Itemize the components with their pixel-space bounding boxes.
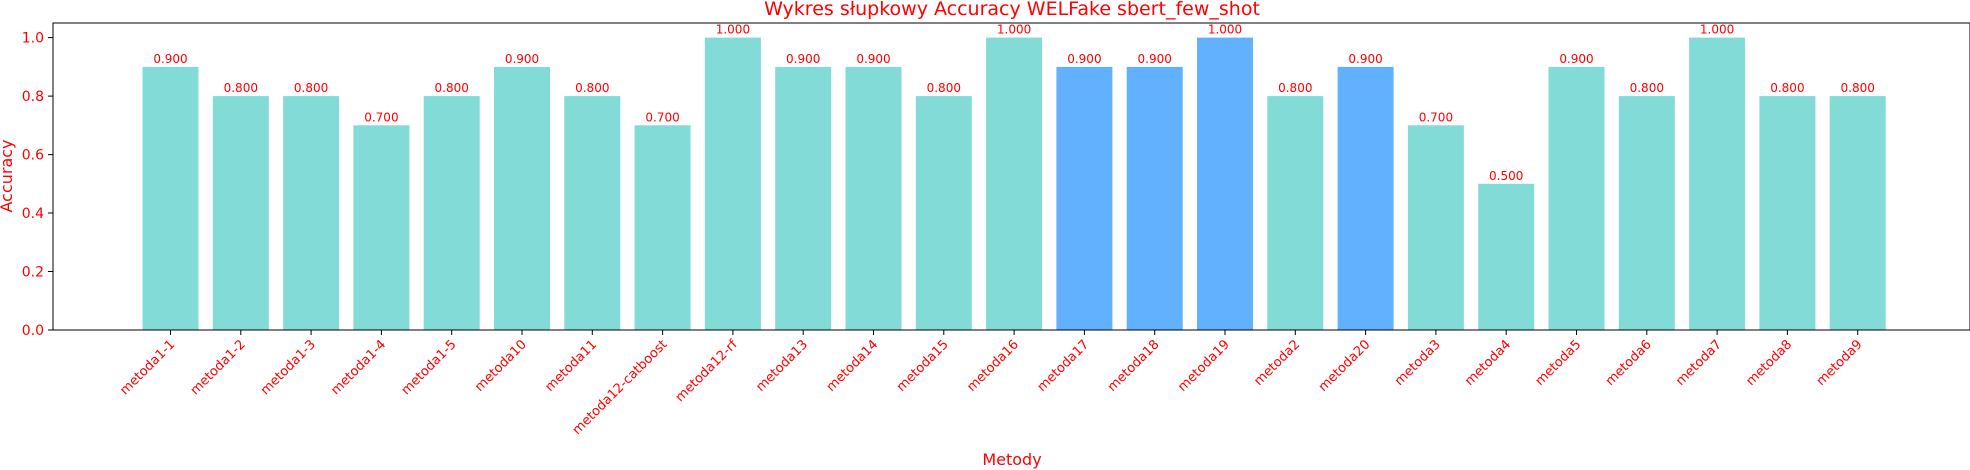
y-axis-label: Accuracy xyxy=(0,139,16,212)
value-label-metoda3: 0.700 xyxy=(1419,110,1453,124)
y-tick-label-0.0: 0.0 xyxy=(22,323,44,339)
x-tick-label-metoda5: metoda5 xyxy=(1533,337,1585,389)
value-label-metoda6: 0.800 xyxy=(1630,81,1664,95)
x-tick-label-metoda10: metoda10 xyxy=(472,337,530,395)
value-label-metoda1-4: 0.700 xyxy=(364,110,398,124)
value-label-metoda7: 1.000 xyxy=(1700,23,1734,37)
bar-metoda1-2 xyxy=(212,96,269,330)
value-label-metoda1-2: 0.800 xyxy=(224,81,258,95)
x-tick-label-metoda8: metoda8 xyxy=(1743,337,1795,389)
x-tick-label-metoda4: metoda4 xyxy=(1462,337,1514,389)
y-tick-label-1.0: 1.0 xyxy=(22,31,44,47)
x-tick-label-metoda13: metoda13 xyxy=(753,337,811,395)
x-tick-label-metoda1-5: metoda1-5 xyxy=(399,337,460,398)
x-axis-label: Metody xyxy=(982,450,1041,469)
value-label-metoda1-5: 0.800 xyxy=(435,81,469,95)
value-label-metoda19: 1.000 xyxy=(1208,23,1242,37)
x-tick-label-metoda16: metoda16 xyxy=(964,337,1022,395)
bar-metoda11 xyxy=(564,96,621,330)
bar-metoda8 xyxy=(1759,96,1816,330)
x-tick-label-metoda11: metoda11 xyxy=(543,337,601,395)
value-label-metoda1-1: 0.900 xyxy=(153,52,187,66)
x-tick-label-metoda1-4: metoda1-4 xyxy=(328,337,389,398)
bar-metoda10 xyxy=(494,66,550,331)
value-label-metoda2: 0.800 xyxy=(1278,81,1312,95)
bar-metoda12-rf xyxy=(704,37,761,330)
x-tick-label-metoda9: metoda9 xyxy=(1814,337,1866,389)
chart-title: Wykres słupkowy Accuracy WELFake sbert_f… xyxy=(764,0,1260,20)
bar-metoda13 xyxy=(775,66,832,331)
bar-metoda1-5 xyxy=(423,96,480,330)
value-label-metoda10: 0.900 xyxy=(505,52,539,66)
y-tick-label-0.4: 0.4 xyxy=(22,206,44,222)
y-tick-label-0.8: 0.8 xyxy=(22,89,44,105)
value-label-metoda16: 1.000 xyxy=(997,23,1031,37)
value-label-metoda9: 0.800 xyxy=(1841,81,1875,95)
bar-metoda2 xyxy=(1267,96,1324,330)
value-label-metoda20: 0.900 xyxy=(1348,52,1382,66)
value-label-metoda14: 0.900 xyxy=(856,52,890,66)
value-label-metoda15: 0.800 xyxy=(927,81,961,95)
x-tick-label-metoda1-3: metoda1-3 xyxy=(258,337,319,398)
bar-metoda14 xyxy=(845,66,902,331)
bar-metoda7 xyxy=(1689,37,1746,330)
bar-metoda17 xyxy=(1056,66,1113,331)
bar-metoda1-1 xyxy=(142,66,199,331)
x-tick-label-metoda14: metoda14 xyxy=(824,337,882,395)
x-tick-label-metoda6: metoda6 xyxy=(1603,337,1655,389)
bar-metoda9 xyxy=(1829,96,1886,330)
y-tick-label-0.2: 0.2 xyxy=(22,265,44,281)
bar-metoda1-4 xyxy=(353,125,410,330)
value-label-metoda4: 0.500 xyxy=(1489,169,1523,183)
value-label-metoda11: 0.800 xyxy=(575,81,609,95)
x-tick-label-metoda19: metoda19 xyxy=(1175,337,1233,395)
bar-metoda16 xyxy=(986,37,1043,330)
bar-metoda4 xyxy=(1478,183,1535,330)
x-tick-label-metoda20: metoda20 xyxy=(1316,337,1374,395)
value-label-metoda12-catboost: 0.700 xyxy=(645,110,679,124)
x-tick-label-metoda15: metoda15 xyxy=(894,337,952,395)
bar-metoda6 xyxy=(1618,96,1675,330)
bar-metoda18 xyxy=(1126,66,1183,331)
x-tick-label-metoda1-1: metoda1-1 xyxy=(117,337,178,398)
value-label-metoda13: 0.900 xyxy=(786,52,820,66)
value-label-metoda18: 0.900 xyxy=(1138,52,1172,66)
x-tick-label-metoda18: metoda18 xyxy=(1105,337,1163,395)
bar-metoda5 xyxy=(1548,66,1605,331)
plot-frame xyxy=(52,22,1970,331)
y-tick-label-0.6: 0.6 xyxy=(22,148,44,164)
bar-metoda1-3 xyxy=(283,96,340,330)
value-label-metoda8: 0.800 xyxy=(1770,81,1804,95)
x-tick-label-metoda12-rf: metoda12-rf xyxy=(673,337,741,405)
value-label-metoda12-rf: 1.000 xyxy=(716,23,750,37)
x-tick-label-metoda3: metoda3 xyxy=(1392,337,1444,389)
x-tick-label-metoda17: metoda17 xyxy=(1035,337,1093,395)
bar-metoda20 xyxy=(1337,66,1394,331)
x-tick-label-metoda1-2: metoda1-2 xyxy=(188,337,249,398)
bar-metoda15 xyxy=(915,96,972,330)
value-label-metoda1-3: 0.800 xyxy=(294,81,328,95)
x-tick-label-metoda7: metoda7 xyxy=(1673,337,1725,389)
value-label-metoda5: 0.900 xyxy=(1559,52,1593,66)
value-label-metoda17: 0.900 xyxy=(1067,52,1101,66)
bar-metoda12-catboost xyxy=(634,125,691,330)
bar-metoda19 xyxy=(1197,37,1253,330)
bar-metoda3 xyxy=(1407,125,1464,330)
x-tick-label-metoda2: metoda2 xyxy=(1251,337,1303,389)
